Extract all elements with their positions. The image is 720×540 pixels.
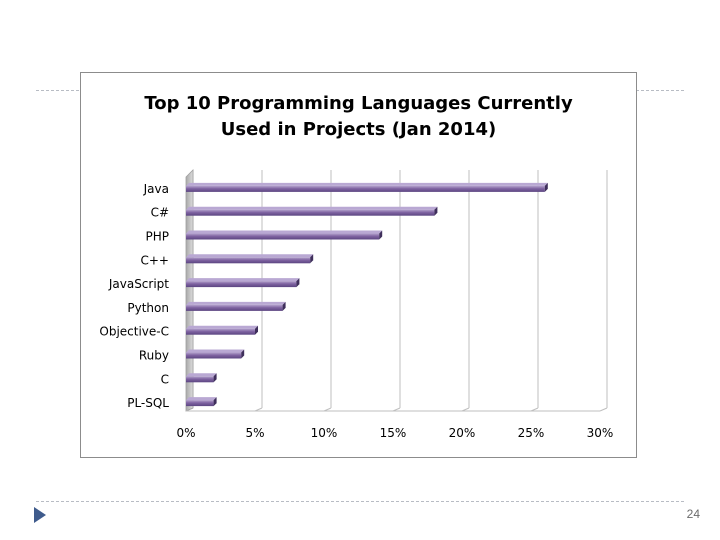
bar-top: [186, 373, 217, 377]
x-tick-label: 0%: [176, 426, 195, 440]
y-category-label: Java: [143, 182, 169, 196]
x-tick-label: 5%: [245, 426, 264, 440]
chart-title: Top 10 Programming Languages Currently U…: [101, 91, 616, 143]
grid-layer: [185, 169, 608, 412]
labels-layer: 0% 5% 10% 15% 20% 25% 30% Java C# PHP C++ JavaScrip…: [99, 182, 613, 440]
bar-top: [186, 206, 438, 210]
bars-layer: [186, 182, 548, 407]
x-tick-label: 25%: [518, 426, 545, 440]
bar-end: [310, 254, 314, 264]
bar-end: [282, 301, 286, 311]
bar: [186, 400, 214, 407]
bar: [186, 281, 297, 288]
y-category-label: Python: [127, 301, 169, 315]
y-category-label: C: [161, 372, 169, 386]
bar-end: [213, 397, 217, 407]
y-category-label: PHP: [146, 230, 170, 244]
bar-top: [186, 182, 548, 186]
bar: [186, 233, 380, 240]
bar: [186, 352, 242, 359]
x-tick-label: 20%: [449, 426, 476, 440]
chart-frame: Top 10 Programming Languages Currently U…: [80, 72, 637, 458]
x-tick-label: 30%: [587, 426, 614, 440]
bar-end: [241, 349, 245, 359]
y-category-label: Ruby: [139, 349, 169, 363]
bar-top: [186, 349, 245, 353]
bar-top: [186, 230, 383, 234]
slide-bullet-icon: [34, 507, 46, 523]
bar-end: [296, 278, 300, 288]
slide-divider-bottom: [36, 501, 684, 502]
y-category-label: PL-SQL: [127, 396, 169, 410]
bar: [186, 376, 214, 383]
y-category-label: JavaScript: [108, 277, 169, 291]
bar-top: [186, 301, 286, 305]
bar-top: [186, 254, 314, 258]
chart-title-line-2: Used in Projects (Jan 2014): [220, 119, 497, 140]
bar-end: [434, 206, 438, 216]
bar: [186, 304, 283, 311]
x-tick-label: 15%: [380, 426, 407, 440]
bar: [186, 257, 311, 264]
y-category-label: C++: [141, 253, 170, 267]
bar-top: [186, 397, 217, 401]
gridline-floor: [599, 407, 608, 412]
bar: [186, 328, 255, 335]
bar-end: [213, 373, 217, 383]
bar-top: [186, 325, 258, 329]
y-category-label: Objective-C: [99, 325, 169, 339]
slide-number: 24: [686, 507, 700, 521]
bar-chart: 0% 5% 10% 15% 20% 25% 30% Java C# PHP C++ JavaScrip…: [99, 169, 613, 440]
bar-end: [544, 182, 548, 192]
bar-end: [255, 325, 258, 335]
y-category-label: C#: [151, 206, 169, 220]
bar: [186, 185, 545, 192]
bar-top: [186, 278, 300, 282]
chart-title-line-1: Top 10 Programming Languages Currently: [144, 93, 573, 114]
x-tick-label: 10%: [311, 426, 338, 440]
bar-end: [379, 230, 383, 240]
bar: [186, 209, 435, 216]
